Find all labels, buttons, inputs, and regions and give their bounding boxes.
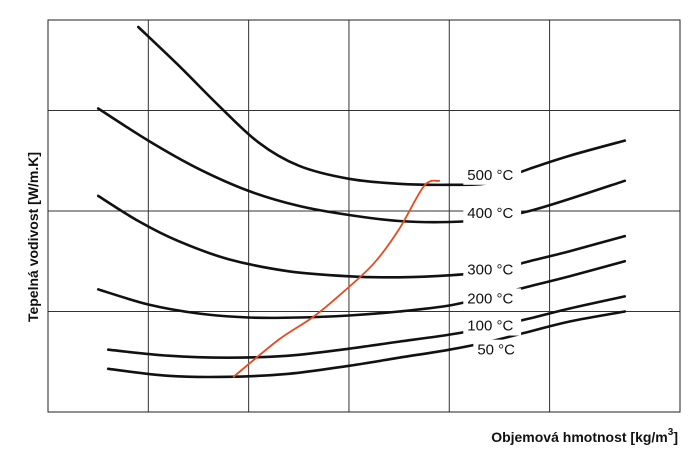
series-label: 400 °C (467, 205, 513, 222)
series-label: 200 °C (467, 290, 513, 307)
series-line-500c (137, 25, 627, 187)
series-label-background (463, 259, 522, 280)
x-axis-label: Objemová hmotnost [kg/m3] (491, 427, 678, 445)
series-label-background (463, 288, 522, 309)
series-label-background (463, 315, 522, 336)
optimum-density-line (232, 179, 441, 378)
x-axis-label-end: ] (673, 429, 678, 445)
plot-frame (47, 19, 681, 413)
series-label-background (473, 339, 523, 360)
y-axis-label: Tepelná vodivost [W/m.K] (25, 152, 41, 322)
x-axis-label-text: Objemová hmotnost [kg/m (491, 429, 668, 445)
label-layer: 500 °C 400 °C 300 °C 200 °C 100 °C 50 °C (463, 164, 523, 360)
series-label: 300 °C (467, 261, 513, 278)
series-line-400c (96, 107, 627, 224)
grid (48, 20, 680, 412)
series-label-background (463, 164, 522, 185)
y-axis-label-text: Tepelná vodivost [W/m.K (25, 157, 41, 322)
series-line-100c (106, 295, 627, 360)
x-axis-label-sup: 3 (668, 427, 674, 438)
series-label: 50 °C (477, 342, 515, 359)
y-axis-label-close: ] (25, 152, 41, 157)
series-line-200c (96, 259, 627, 320)
series-line-50c (106, 310, 627, 379)
series-label: 500 °C (467, 167, 513, 184)
series-label: 100 °C (467, 318, 513, 335)
series-layer (96, 25, 627, 379)
series-label-background (463, 202, 522, 223)
series-line-300c (96, 194, 627, 279)
